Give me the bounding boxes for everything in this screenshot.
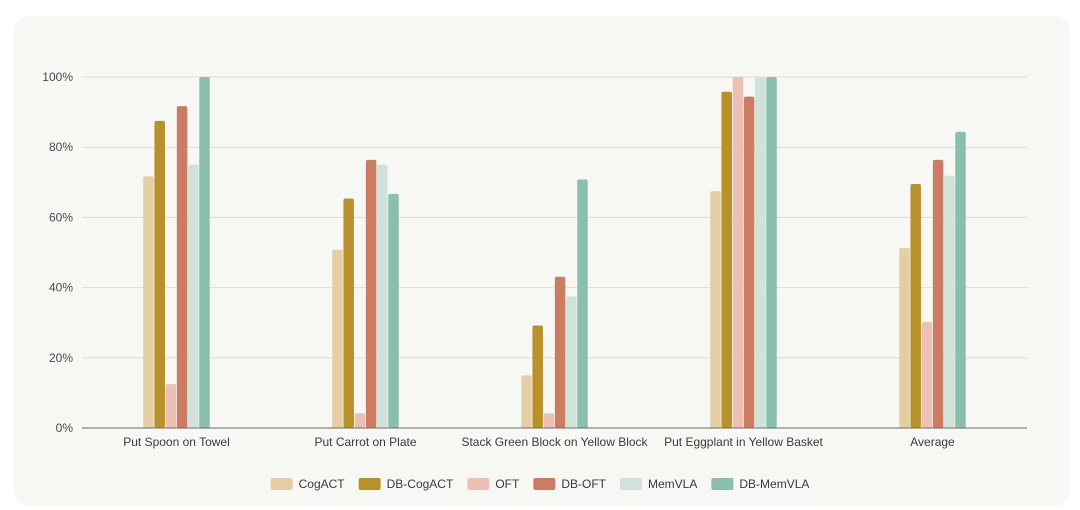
bar-cogact-1 [332,249,343,428]
bar-db-cogact-0 [154,120,165,429]
legend: CogACT DB-CogACT OFT DB-OFT MemVLA DB-MemVLA [270,477,809,491]
bar-db-oft-3 [743,96,755,428]
bar-db-oft-2 [554,276,566,428]
legend-label: OFT [495,477,520,491]
x-tick-label: Stack Green Block on Yellow Block [461,435,648,449]
y-tick-label: 60% [49,210,73,224]
bar-memvla-0 [188,164,199,428]
y-tick-label: 100% [42,70,73,84]
bar-cogact-3 [710,191,721,428]
bar-cogact-2 [521,375,532,428]
gridlines [82,76,1027,359]
x-tick-label: Put Carrot on Plate [314,435,416,449]
bar-oft-0 [165,384,177,429]
bar-db-oft-4 [932,159,944,428]
legend-swatch [533,478,556,490]
bar-oft-2 [543,413,555,428]
legend-label: CogACT [299,477,346,491]
bar-oft-1 [354,413,366,428]
bar-db-oft-1 [365,159,377,428]
legend-swatch [711,478,734,490]
bar-db-memvla-2 [577,179,588,428]
bars [143,77,966,429]
bar-oft-4 [921,322,933,428]
bar-db-memvla-1 [388,193,399,428]
y-tick-label: 0% [56,421,74,435]
x-axis-labels: Put Spoon on Towel Put Carrot on Plate Sta… [123,435,955,449]
x-tick-label: Put Spoon on Towel [123,435,230,449]
legend-label: DB-MemVLA [739,477,809,491]
legend-swatch [270,478,293,490]
bar-cogact-0 [143,176,154,428]
bar-memvla-3 [755,77,766,428]
bar-memvla-2 [566,296,577,429]
bar-db-cogact-2 [532,325,543,428]
legend-label: MemVLA [648,477,697,491]
y-tick-label: 40% [49,281,73,295]
legend-swatch [467,478,490,490]
x-tick-label: Average [910,435,955,449]
bar-memvla-4 [944,175,955,428]
legend-swatch [358,478,381,490]
y-tick-label: 20% [49,351,73,365]
bar-db-oft-0 [176,106,188,428]
bar-db-memvla-4 [955,131,966,428]
bar-db-memvla-3 [766,77,777,428]
legend-swatch [620,478,642,490]
bar-db-cogact-4 [910,184,921,428]
bar-db-memvla-0 [199,77,210,428]
legend-label: DB-CogACT [387,477,454,491]
bar-memvla-1 [377,164,388,428]
bar-cogact-4 [899,247,910,428]
bar-db-cogact-1 [343,198,354,428]
legend-label: DB-OFT [561,477,606,491]
y-axis-ticks: 0% 20% 40% 60% 80% 100% [42,70,73,435]
x-tick-label: Put Eggplant in Yellow Basket [664,435,823,449]
bar-oft-3 [732,77,744,428]
y-tick-label: 80% [49,140,73,154]
bar-db-cogact-3 [721,91,732,429]
